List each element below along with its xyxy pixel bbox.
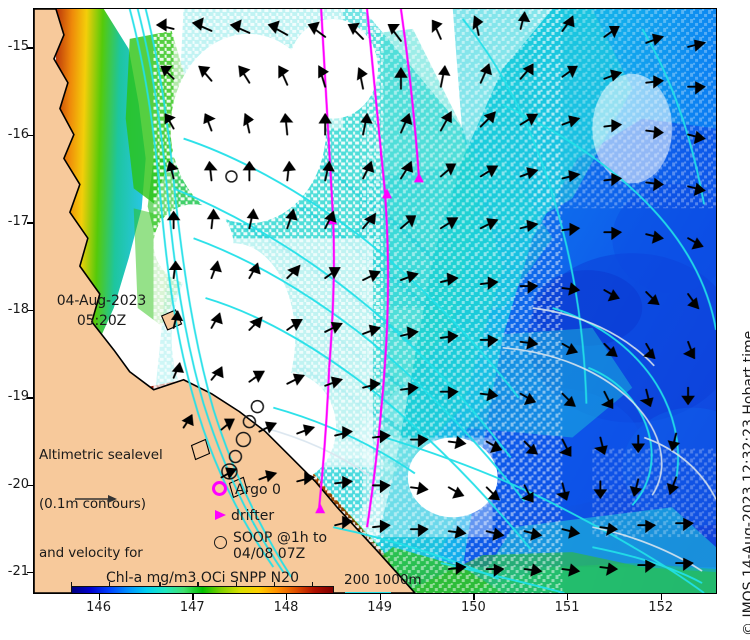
colorbar-tick — [71, 582, 73, 587]
y-tick — [27, 397, 33, 399]
y-tick-label: -17 — [7, 214, 29, 230]
y-tick-label: -15 — [7, 39, 29, 55]
y-tick-label: -16 — [7, 126, 29, 142]
x-tick — [192, 594, 194, 600]
soop-marker-icon — [214, 536, 227, 549]
velocity-scale-arrow-icon — [75, 495, 117, 503]
y-tick-label: -20 — [7, 476, 29, 492]
colorbar-tick — [311, 582, 314, 587]
x-tick-label: 152 — [648, 600, 674, 615]
y-tick-label: -19 — [7, 389, 29, 405]
y-tick-label: -21 — [7, 564, 29, 580]
x-tick-label: 149 — [367, 600, 393, 615]
y-tick — [27, 134, 33, 137]
y-tick — [27, 572, 33, 574]
description-line-2: (0.1m contours) — [39, 496, 146, 513]
x-tick-label: 148 — [273, 600, 299, 615]
colorbar-gradient — [71, 586, 334, 593]
colorbar-tick — [197, 582, 199, 587]
x-tick-label: 151 — [554, 600, 580, 615]
description-annotation: Altimetric sealevel (0.1m contours) and … — [39, 414, 163, 593]
colorbar-tick — [235, 582, 237, 587]
argo-marker-icon — [212, 481, 227, 496]
y-tick-label: -18 — [7, 301, 29, 317]
map-plot-area[interactable]: 04-Aug-2023 05:20Z Altimetric sealevel (0… — [33, 8, 717, 594]
x-tick — [660, 594, 663, 600]
y-tick — [27, 222, 33, 224]
argo-legend-label: Argo 0 — [235, 482, 281, 498]
y-tick — [27, 47, 33, 49]
x-tick-label: 147 — [179, 600, 205, 615]
y-tick — [27, 484, 33, 486]
soop-legend-label: SOOP @1h to 04/08 07Z — [233, 530, 328, 562]
timestamp-date: 04-Aug-2023 — [56, 293, 147, 309]
description-line-1: Altimetric sealevel — [39, 446, 163, 463]
x-tick-label: 146 — [86, 600, 111, 615]
colorbar-ticks — [71, 582, 334, 587]
x-tick — [285, 594, 288, 600]
bathymetry-legend-label: 200 1000m — [344, 572, 422, 588]
colorbar-tick — [273, 582, 276, 587]
x-tick — [98, 594, 100, 600]
y-tick — [27, 309, 33, 312]
colorbar-title: Chl-a mg/m3 OCi SNPP N20 — [106, 570, 299, 586]
colorbar-tick — [109, 582, 111, 587]
chlorophyll-raster — [34, 9, 716, 593]
drifter-legend-label: drifter — [231, 508, 275, 524]
credit-text: © IMOS 14-Aug-2023 12:32:23 Hobart time — [741, 330, 750, 636]
colorbar-tick — [159, 582, 161, 587]
drifter-marker-icon — [215, 510, 226, 520]
timestamp-time: 05:20Z — [76, 313, 127, 329]
x-tick — [473, 594, 475, 600]
bathymetry-contour-swatch — [345, 592, 391, 593]
x-tick — [567, 594, 569, 600]
timestamp-annotation: 04-Aug-2023 05:20Z — [39, 291, 164, 331]
x-tick-label: 150 — [460, 600, 486, 615]
x-tick — [379, 594, 381, 600]
description-line-3: and velocity for — [39, 545, 143, 562]
